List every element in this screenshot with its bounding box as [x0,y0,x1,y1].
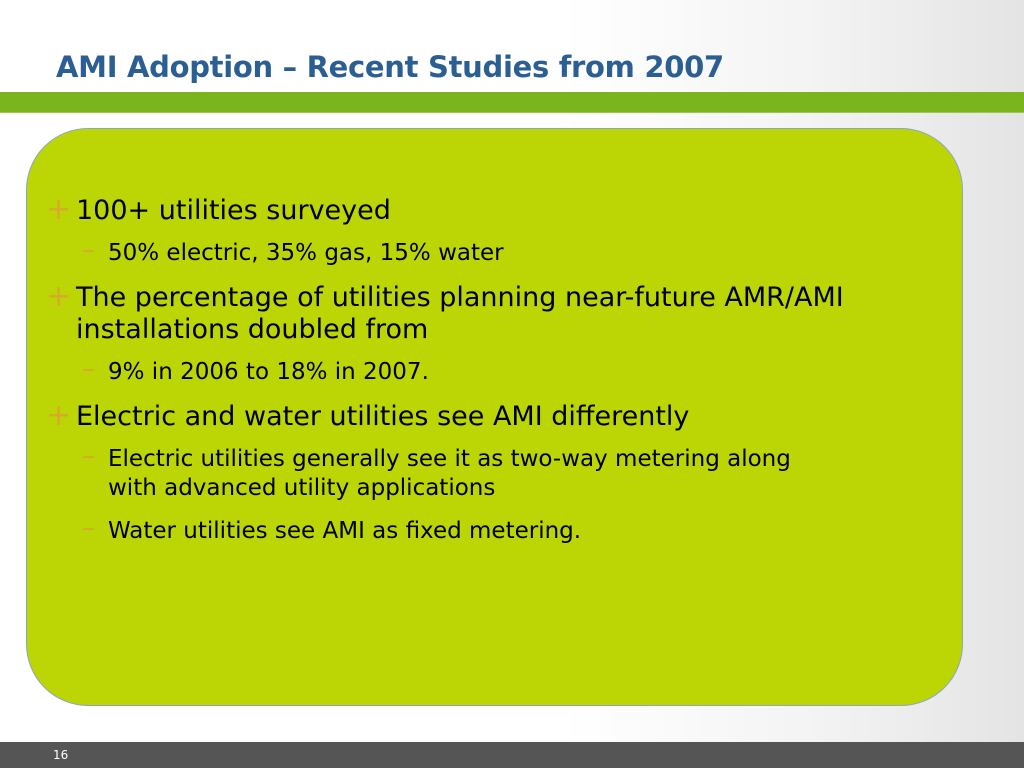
dash-bullet-icon: – [82,441,95,471]
dash-bullet-icon: – [82,354,95,384]
content-box [26,128,963,706]
bullet-item: + The percentage of utilities planning n… [46,279,846,346]
dash-bullet-icon: – [82,513,95,543]
bullet-text: 100+ utilities surveyed [76,195,391,226]
sub-bullet-item: – 50% electric, 35% gas, 15% water [46,235,846,268]
sub-bullet-text: Electric utilities generally see it as t… [108,446,791,501]
title-accent-bar [0,92,1024,113]
bullet-text: Electric and water utilities see AMI dif… [76,401,690,432]
bullet-item: + 100+ utilities surveyed [46,192,846,227]
bullet-list: + 100+ utilities surveyed – 50% electric… [46,192,846,560]
slide-title: AMI Adoption – Recent Studies from 2007 [56,50,724,84]
bullet-item: + Electric and water utilities see AMI d… [46,398,846,433]
plus-bullet-icon: + [46,398,72,433]
plus-bullet-icon: + [46,192,72,227]
plus-bullet-icon: + [46,279,72,314]
sub-bullet-text: 50% electric, 35% gas, 15% water [108,240,504,266]
page-number: 16 [53,748,69,762]
sub-bullet-item: – Water utilities see AMI as fixed meter… [46,513,846,546]
sub-bullet-text: 9% in 2006 to 18% in 2007. [108,359,429,385]
sub-bullet-text: Water utilities see AMI as fixed meterin… [108,518,582,544]
sub-bullet-item: – Electric utilities generally see it as… [46,441,846,503]
sub-bullet-item: – 9% in 2006 to 18% in 2007. [46,354,846,387]
footer-bar: 16 [0,742,1024,768]
bullet-text: The percentage of utilities planning nea… [76,282,844,345]
dash-bullet-icon: – [82,235,95,265]
